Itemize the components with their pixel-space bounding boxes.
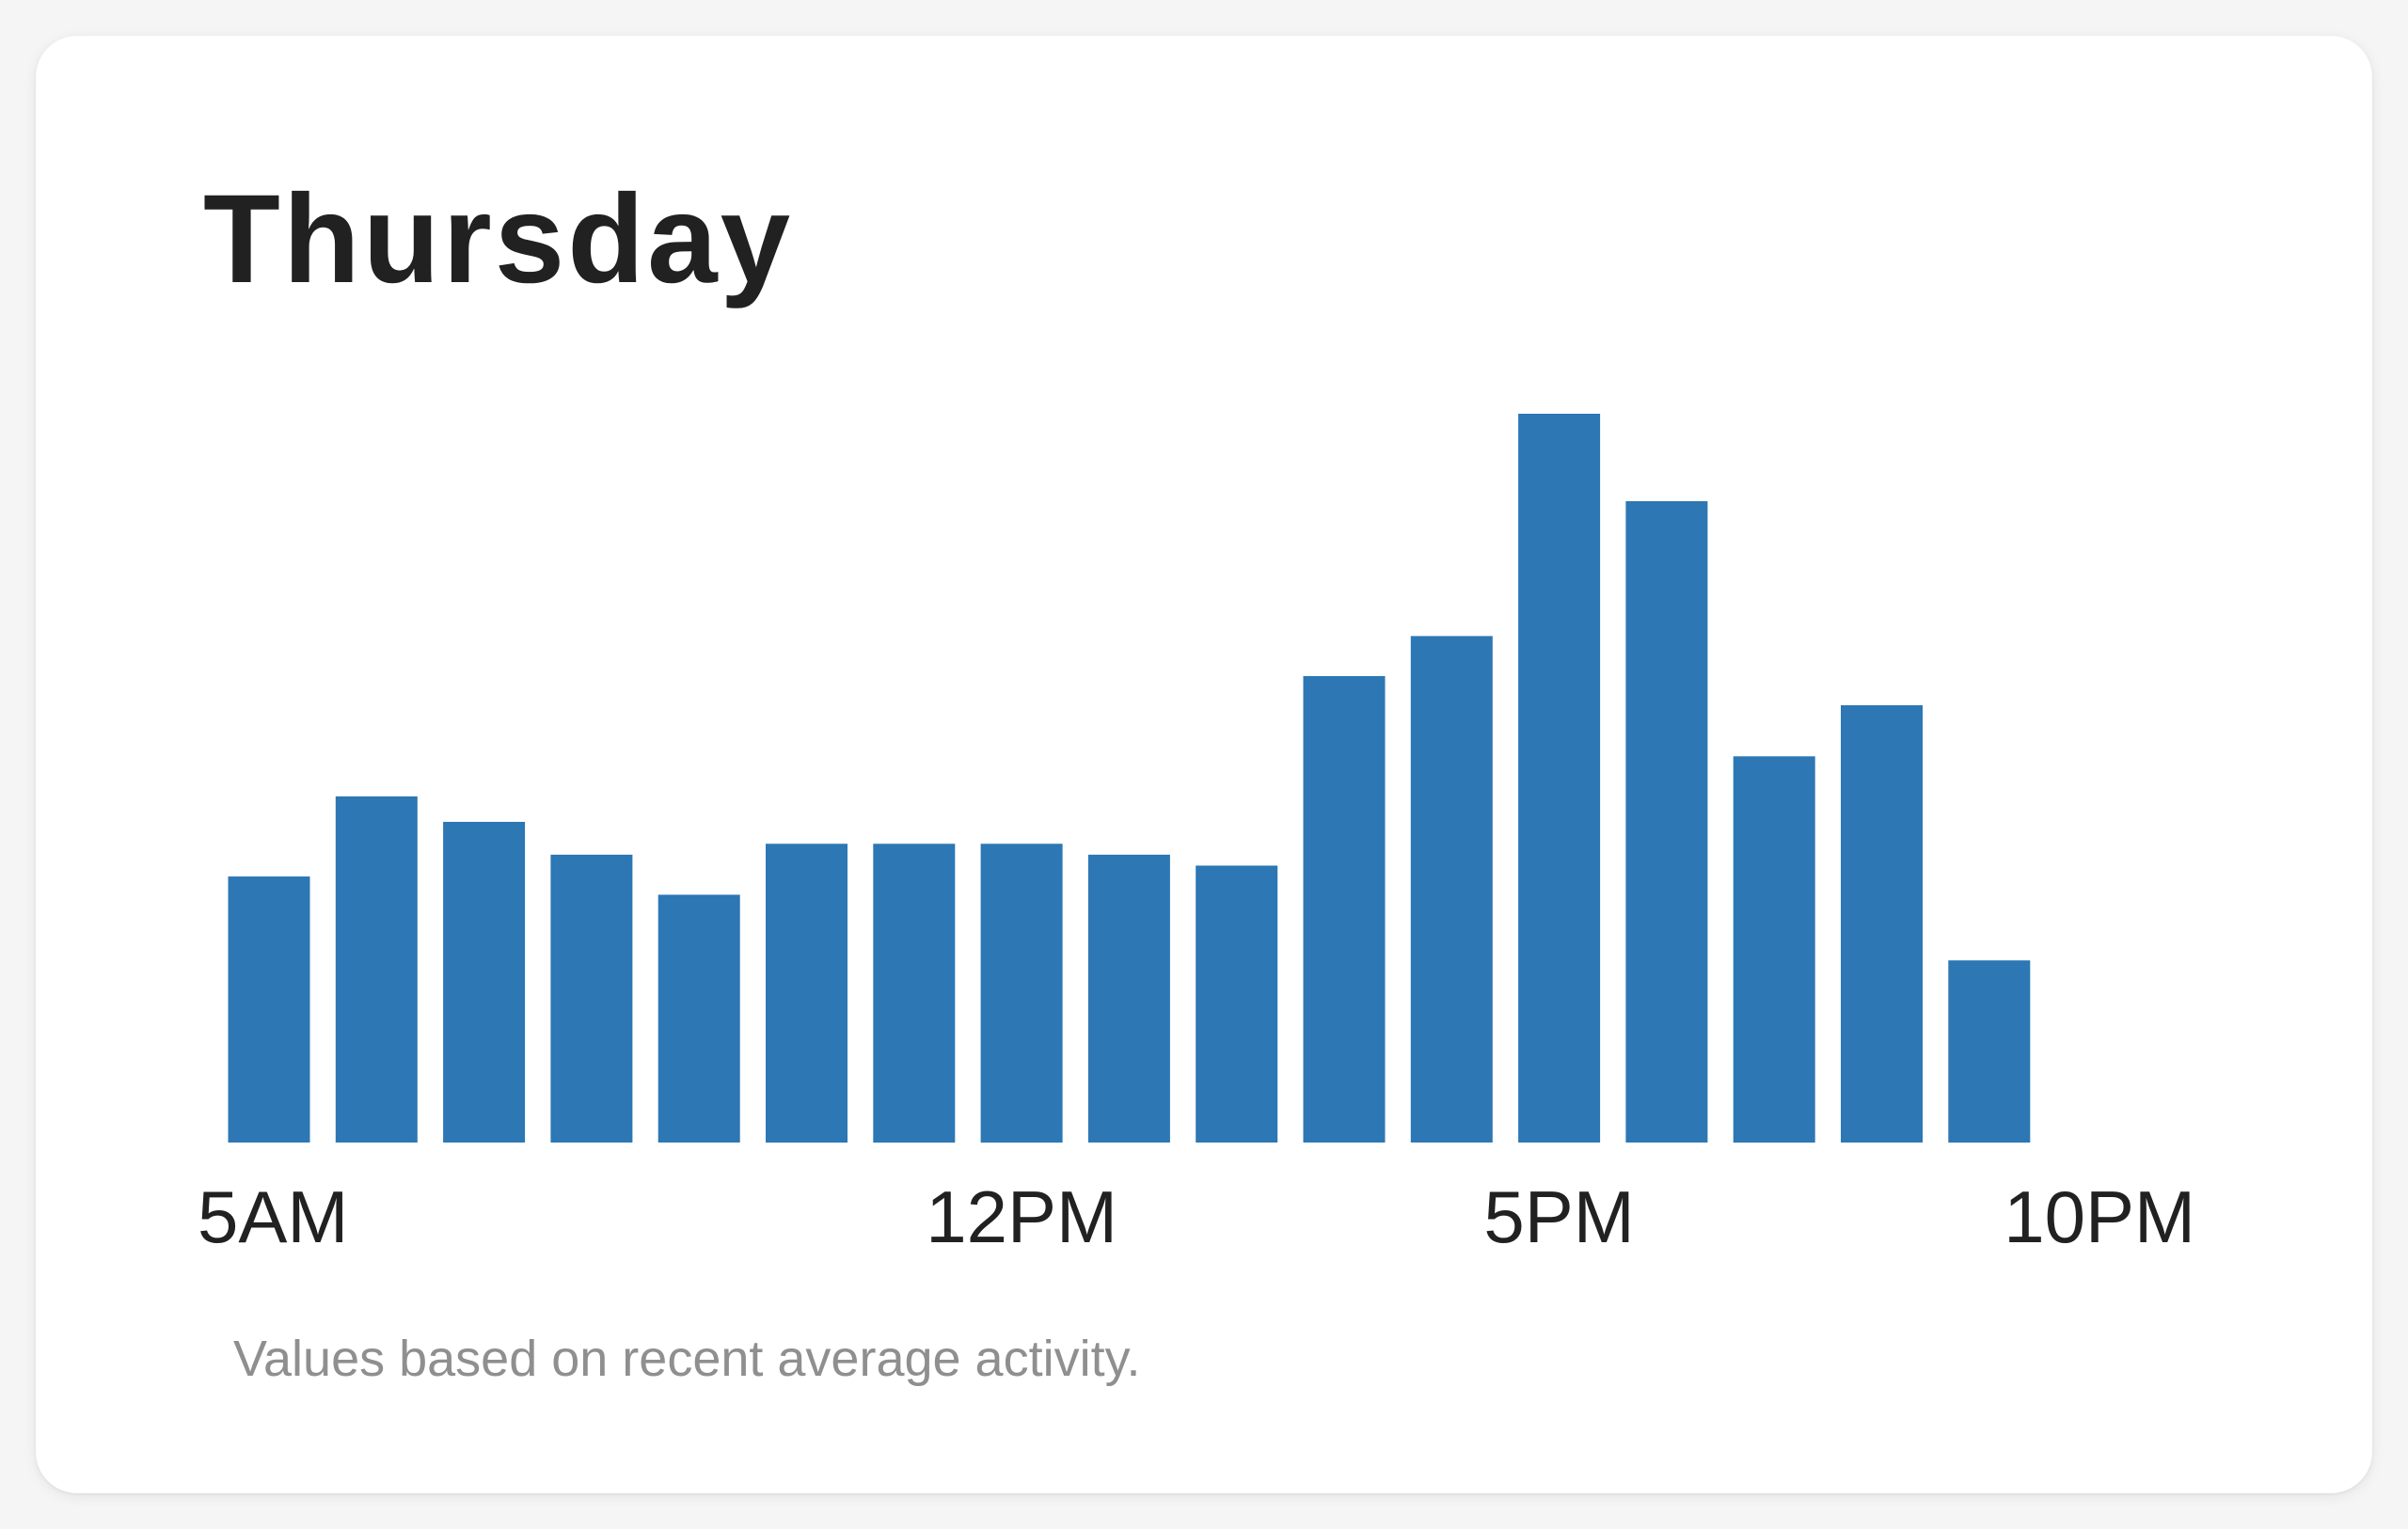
bar-9pm[interactable]	[1948, 960, 2031, 1143]
bar-group	[228, 414, 2031, 1143]
bar-2pm[interactable]	[1196, 865, 1278, 1143]
bar-12pm[interactable]	[980, 843, 1063, 1143]
bar-5am[interactable]	[228, 876, 310, 1143]
bar-7am[interactable]	[443, 822, 526, 1143]
bar-7pm[interactable]	[1733, 756, 1815, 1143]
day-title: Thursday	[203, 169, 794, 309]
bar-1pm[interactable]	[1087, 854, 1170, 1143]
x-tick-5am: 5AM	[198, 1175, 348, 1258]
bar-9am[interactable]	[657, 894, 740, 1143]
x-tick-labels: 5AM 12PM 5PM 10PM	[198, 1175, 2195, 1258]
bar-6am[interactable]	[335, 796, 418, 1143]
bar-8pm[interactable]	[1841, 705, 1923, 1143]
bar-8am[interactable]	[550, 854, 633, 1143]
bar-5pm[interactable]	[1518, 414, 1601, 1143]
bar-chart: 5AM 12PM 5PM 10PM	[198, 414, 2195, 1258]
bar-6pm[interactable]	[1625, 501, 1708, 1143]
x-tick-5pm: 5PM	[1483, 1175, 1634, 1258]
bar-11am[interactable]	[873, 843, 956, 1143]
bar-3pm[interactable]	[1303, 676, 1386, 1143]
footnote: Values based on recent average activity.	[233, 1331, 1141, 1387]
x-tick-12pm: 12PM	[926, 1175, 1117, 1258]
popular-times-card: Thursday 5AM 12PM 5PM 10PM Values based on …	[36, 36, 2372, 1493]
bar-10am[interactable]	[766, 843, 848, 1143]
bar-4pm[interactable]	[1410, 636, 1493, 1143]
x-tick-10pm: 10PM	[2004, 1175, 2195, 1258]
